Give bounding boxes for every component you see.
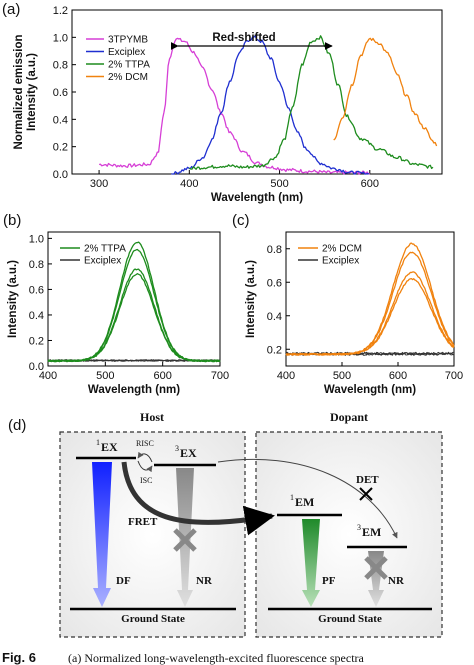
panel-b-letter: (b) xyxy=(3,212,21,229)
legend-label-b-0: 2% TTPA xyxy=(84,244,126,255)
chart-c: 400 500 600 700 0.2 0.4 0.6 0.8 Wavelength (nm) I… xyxy=(245,231,463,396)
y-tick-label-c-0: 0.2 xyxy=(267,344,282,356)
caption-text: (a) Normalized long-wavelength-excited f… xyxy=(68,651,365,665)
df-arrow xyxy=(92,462,112,607)
y-tick-label-c-1: 0.4 xyxy=(267,311,282,323)
series-line-a-1 xyxy=(171,35,370,175)
isc-arrow xyxy=(137,460,153,473)
risc-label: RISC xyxy=(136,439,154,448)
x-tick-label-b-3: 700 xyxy=(211,370,229,382)
ex3-label: EX xyxy=(180,446,197,460)
plot-frame-b xyxy=(47,231,221,367)
y-tick-label-a-3: 0.6 xyxy=(53,87,68,99)
x-tick-label-a-2: 500 xyxy=(270,178,288,190)
peak-line-b-1 xyxy=(47,248,221,363)
y-axis-label-c: Intensity (a.u.) xyxy=(245,260,257,338)
host-label: Host xyxy=(140,410,164,424)
y-tick-label-a-2: 0.4 xyxy=(53,114,68,126)
x-tick-label-c-3: 700 xyxy=(445,370,463,382)
y-tick-label-a-1: 0.2 xyxy=(53,142,68,154)
y-tick-label-c-3: 0.8 xyxy=(267,244,282,256)
em1-label: EM xyxy=(295,495,314,509)
legend-label-a-2: 2% TTPA xyxy=(108,60,150,71)
series-line-a-2 xyxy=(188,35,434,170)
risc-arrow xyxy=(137,451,153,463)
em3-label: EM xyxy=(362,525,381,539)
y-tick-label-b-3: 0.6 xyxy=(29,284,44,296)
x-axis-label-b: Wavelength (nm) xyxy=(88,384,180,396)
x-tick-label-b-1: 500 xyxy=(96,370,114,382)
legend-label-a-1: Exciplex xyxy=(108,47,145,58)
dopant-box xyxy=(255,431,443,638)
ground-label-dopant: Ground State xyxy=(318,613,382,625)
y-axis-label-b: Intensity (a.u.) xyxy=(7,260,19,338)
x-axis-label-c: Wavelength (nm) xyxy=(324,384,416,396)
x-tick-label-a-0: 300 xyxy=(90,178,108,190)
legend-label-b-1: Exciplex xyxy=(84,256,121,267)
dopant-label: Dopant xyxy=(330,410,368,424)
x-tick-label-a-1: 400 xyxy=(180,178,198,190)
pf-arrow xyxy=(302,519,320,607)
y-tick-label-b-4: 0.8 xyxy=(29,259,44,271)
y-axis-label-a: Normalized emissionIntensity (a.u.) xyxy=(13,34,38,149)
fret-arrow xyxy=(121,461,275,536)
y-tick-label-c-2: 0.6 xyxy=(267,277,282,289)
blocked-cross-host xyxy=(173,528,197,552)
legend-label-c-1: Exciplex xyxy=(322,256,359,267)
x-tick-label-a-3: 600 xyxy=(361,178,379,190)
det-arrow xyxy=(217,458,398,539)
legend-label-c-0: 2% DCM xyxy=(322,244,362,255)
blocked-cross-dopant xyxy=(364,556,388,580)
chart-b: 400 500 600 700 0.0 0.2 0.4 0.6 0.8 1.0 Wavelength… xyxy=(7,231,229,396)
nr-label-host: NR xyxy=(196,575,213,587)
peak-line-b-2 xyxy=(47,268,221,363)
series-line-a-3 xyxy=(333,37,438,147)
y-tick-label-a-6: 1.2 xyxy=(53,5,68,17)
nr-label-dopant: NR xyxy=(388,575,405,587)
det-label: DET xyxy=(356,474,379,486)
panel-c-letter: (c) xyxy=(232,212,250,229)
fret-label: FRET xyxy=(128,516,158,528)
y-tick-label-b-5: 1.0 xyxy=(29,233,44,245)
peak-line-b-3 xyxy=(48,273,221,363)
x-axis-label-a: Wavelength (nm) xyxy=(211,192,303,204)
x-tick-label-c-2: 600 xyxy=(389,370,407,382)
y-tick-label-b-1: 0.2 xyxy=(29,335,44,347)
ex3-sup: 3 xyxy=(175,444,179,453)
caption-label: Fig. 6 xyxy=(2,650,36,665)
host-box xyxy=(59,431,246,638)
pf-label: PF xyxy=(322,575,336,587)
isc-label: ISC xyxy=(140,476,152,485)
ground-label-host: Ground State xyxy=(121,613,185,625)
energy-diagram: Host Dopant 1 EX 3 EX RISC ISC DF NR Gro… xyxy=(59,410,443,638)
chart-a: 300 400 500 600 0.0 0.2 0.4 0.6 0.8 1.0 1.2 Wavelen… xyxy=(13,5,443,204)
x-tick-label-b-0: 400 xyxy=(39,370,57,382)
legend-label-a-3: 2% DCM xyxy=(108,72,148,83)
panel-d-letter: (d) xyxy=(8,417,26,434)
y-tick-label-a-0: 0.0 xyxy=(53,169,68,181)
panel-a-letter: (a) xyxy=(2,1,20,18)
peak-line-c-3 xyxy=(285,277,455,356)
legend-label-a-0: 3TPYMB xyxy=(108,35,148,46)
y-tick-label-a-4: 0.8 xyxy=(53,60,68,72)
x-tick-label-c-1: 500 xyxy=(333,370,351,382)
df-label: DF xyxy=(116,575,131,587)
det-blocked-cross xyxy=(359,487,373,501)
series-line-a-0 xyxy=(98,37,370,175)
y-tick-label-b-2: 0.4 xyxy=(29,310,44,322)
y-tick-label-b-0: 0.0 xyxy=(29,361,44,373)
redshift-label: Red-shifted xyxy=(212,32,275,44)
plot-frame-c xyxy=(285,231,455,367)
y-tick-label-a-5: 1.0 xyxy=(53,32,68,44)
em1-sup: 1 xyxy=(290,493,294,502)
x-tick-label-b-2: 600 xyxy=(153,370,171,382)
x-tick-label-c-0: 400 xyxy=(277,370,295,382)
ex1-label: EX xyxy=(101,440,118,454)
ex1-sup: 1 xyxy=(96,438,100,447)
em3-sup: 3 xyxy=(357,523,361,532)
